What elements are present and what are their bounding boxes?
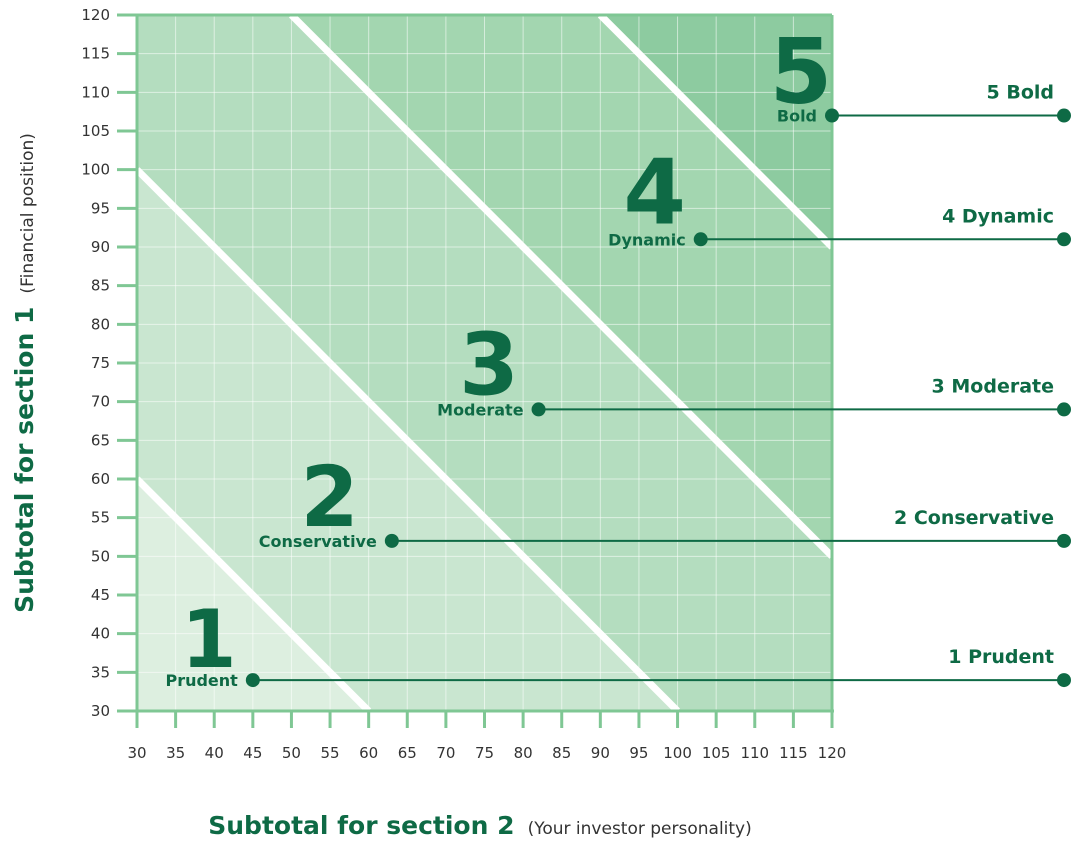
axes-layer: 30 35 40 45 50 55 60 65 70 75 80 85 90 95 100 105 110 115… xyxy=(81,6,846,762)
zone-name-dynamic: Dynamic xyxy=(608,230,686,249)
zone-boundary-line xyxy=(134,167,681,714)
y-tick-label: 75 xyxy=(91,354,110,372)
zone-marker-prudent xyxy=(245,673,260,688)
x-tick-label: 85 xyxy=(552,744,571,762)
zone-name-prudent: Prudent xyxy=(165,671,238,690)
y-tick-label: 40 xyxy=(91,625,110,643)
y-tick-label: 95 xyxy=(91,199,110,217)
legend-label-dynamic: 4 Dynamic xyxy=(942,205,1054,227)
x-tick-label: 90 xyxy=(591,744,610,762)
legend-marker-prudent xyxy=(1057,673,1071,688)
legend-marker-dynamic xyxy=(1057,232,1071,247)
zone-number-conservative: 2 xyxy=(300,448,358,546)
x-tick-label: 75 xyxy=(475,744,494,762)
zone-marker-conservative xyxy=(384,533,399,548)
legend-marker-bold xyxy=(1057,108,1071,123)
zone-number-dynamic: 4 xyxy=(623,140,686,245)
zone-marker-moderate xyxy=(531,402,546,417)
y-tick-label: 100 xyxy=(81,161,110,179)
y-tick-label: 60 xyxy=(91,470,110,488)
zone-name-bold: Bold xyxy=(777,107,817,126)
x-tick-label: 65 xyxy=(398,744,417,762)
zone-number-prudent: 1 xyxy=(181,593,237,686)
x-axis-title-main: Subtotal for section 2 xyxy=(208,811,514,840)
x-tick-label: 45 xyxy=(243,744,262,762)
zone-name-moderate: Moderate xyxy=(437,400,524,419)
y-tick-label: 105 xyxy=(81,122,110,140)
legend-label-conservative: 2 Conservative xyxy=(894,507,1054,529)
x-tick-label: 70 xyxy=(436,744,455,762)
zone-marker-dynamic xyxy=(693,232,708,247)
zone-boundary-line xyxy=(134,476,372,714)
x-tick-label: 100 xyxy=(663,744,692,762)
x-axis-title-note: (Your investor personality) xyxy=(528,819,752,839)
legend-label-bold: 5 Bold xyxy=(987,82,1054,104)
y-tick-label: 90 xyxy=(91,238,110,256)
y-tick-label: 85 xyxy=(91,277,110,295)
y-tick-label: 45 xyxy=(91,586,110,604)
x-axis-title: Subtotal for section 2 (Your investor pe… xyxy=(208,811,752,840)
y-tick-label: 80 xyxy=(91,315,110,333)
legend-marker-conservative xyxy=(1057,533,1071,548)
x-tick-label: 120 xyxy=(818,744,847,762)
zone-name-conservative: Conservative xyxy=(259,532,377,551)
x-tick-label: 110 xyxy=(740,744,769,762)
y-tick-label: 50 xyxy=(91,547,110,565)
zone-number-moderate: 3 xyxy=(459,315,519,415)
x-tick-label: 60 xyxy=(359,744,378,762)
legend-label-moderate: 3 Moderate xyxy=(932,375,1054,397)
legend-marker-moderate xyxy=(1057,402,1071,417)
y-tick-label: 30 xyxy=(91,702,110,720)
x-tick-label: 55 xyxy=(321,744,340,762)
y-tick-label: 115 xyxy=(81,45,110,63)
x-tick-label: 30 xyxy=(127,744,146,762)
grid-layer xyxy=(137,14,833,711)
x-tick-label: 105 xyxy=(702,744,731,762)
x-tick-label: 35 xyxy=(166,744,185,762)
zone-boundary-line xyxy=(288,12,835,559)
x-tick-label: 50 xyxy=(282,744,301,762)
y-tick-label: 120 xyxy=(81,6,110,24)
zone-boundary-line xyxy=(597,12,835,250)
zone-marker-bold xyxy=(825,108,839,123)
zone-number-bold: 5 xyxy=(770,20,833,125)
y-axis-title-main: Subtotal for section 1 xyxy=(10,307,39,613)
legend-layer: 1 Prudent 2 Conservative 3 Moderate 4 Dynam… xyxy=(245,82,1071,688)
y-tick-label: 65 xyxy=(91,431,110,449)
x-tick-label: 40 xyxy=(205,744,224,762)
y-tick-label: 70 xyxy=(91,393,110,411)
x-tick-label: 80 xyxy=(514,744,533,762)
x-tick-label: 115 xyxy=(779,744,808,762)
y-axis-title-note: (Financial position) xyxy=(18,133,38,293)
y-tick-label: 35 xyxy=(91,663,110,681)
y-tick-label: 110 xyxy=(81,83,110,101)
x-tick-label: 95 xyxy=(629,744,648,762)
y-axis-title: Subtotal for section 1 (Financial positi… xyxy=(10,133,39,613)
legend-label-prudent: 1 Prudent xyxy=(948,646,1054,668)
y-tick-label: 55 xyxy=(91,509,110,527)
divider-layer xyxy=(134,12,835,714)
